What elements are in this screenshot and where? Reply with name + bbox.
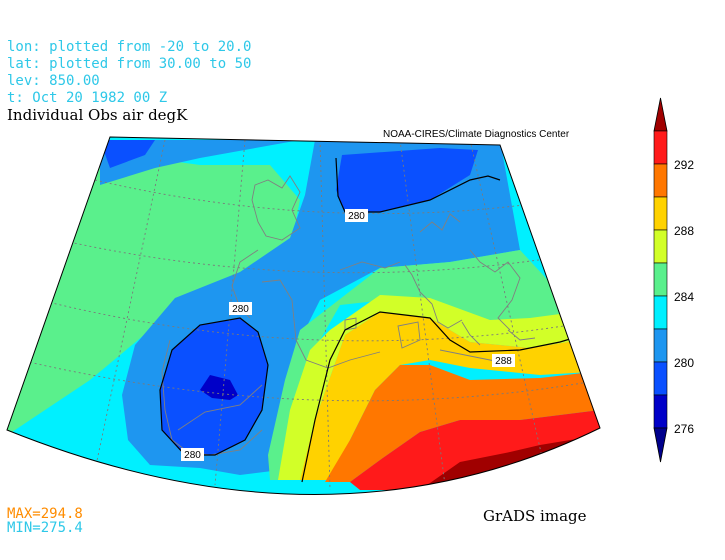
contour-label-2-text: 280 [232, 304, 249, 315]
level-text: lev: 850.00 [7, 73, 100, 89]
band-276-north [100, 140, 155, 168]
max-value-text: MAX=294.8 [7, 506, 83, 522]
min-value-text: MIN=275.4 [7, 520, 83, 536]
contour-label-4-text: 288 [495, 356, 512, 367]
lon-range-text: lon: plotted from -20 to 20.0 [7, 39, 252, 55]
map-frame [6, 136, 601, 495]
colorbar-label-292: 292 [674, 158, 694, 172]
band-278-north [100, 140, 300, 185]
credit-text: NOAA-CIRES/Climate Diagnostics Center [383, 129, 570, 140]
band-276-north-east [336, 148, 478, 212]
contour-label-1: 280 [345, 209, 368, 222]
contour-label-3-text: 280 [184, 450, 201, 461]
colorbar-swatch-276 [653, 394, 668, 429]
grads-footer: GrADS image [483, 507, 587, 525]
colorbar-swatch-290 [653, 163, 668, 198]
colorbar-swatch-286 [653, 229, 668, 264]
contour-label-3: 280 [181, 448, 204, 461]
colorbar-label-288: 288 [674, 224, 694, 238]
time-text: t: Oct 20 1982 00 Z [7, 90, 168, 106]
band-290 [325, 365, 600, 482]
colorbar-swatch-288 [653, 196, 668, 231]
graticule [19, 139, 600, 491]
colorbar-label-280: 280 [674, 356, 694, 370]
colorbar-swatch-280 [653, 328, 668, 363]
colorbar: 292 288 284 280 276 [653, 97, 694, 463]
colorbar-swatch-292 [653, 130, 668, 165]
band-284-east [268, 250, 562, 480]
colorbar-top-arrow [653, 97, 668, 132]
colorbar-label-284: 284 [674, 290, 694, 304]
contour-label-1-text: 280 [348, 211, 365, 222]
band-286 [278, 295, 580, 480]
temperature-field [7, 137, 600, 495]
colorbar-swatch-282 [653, 295, 668, 330]
lat-range-text: lat: plotted from 30.00 to 50 [7, 56, 252, 72]
contour-label-2: 280 [229, 302, 252, 315]
map-title: Individual Obs air degK [7, 106, 188, 124]
colorbar-label-276: 276 [674, 422, 694, 436]
band-274 [200, 375, 238, 400]
colorbar-swatch-278 [653, 361, 668, 396]
colorbar-swatch-284 [653, 262, 668, 297]
contour-label-4: 288 [492, 354, 515, 367]
colorbar-bottom-arrow [653, 427, 668, 463]
